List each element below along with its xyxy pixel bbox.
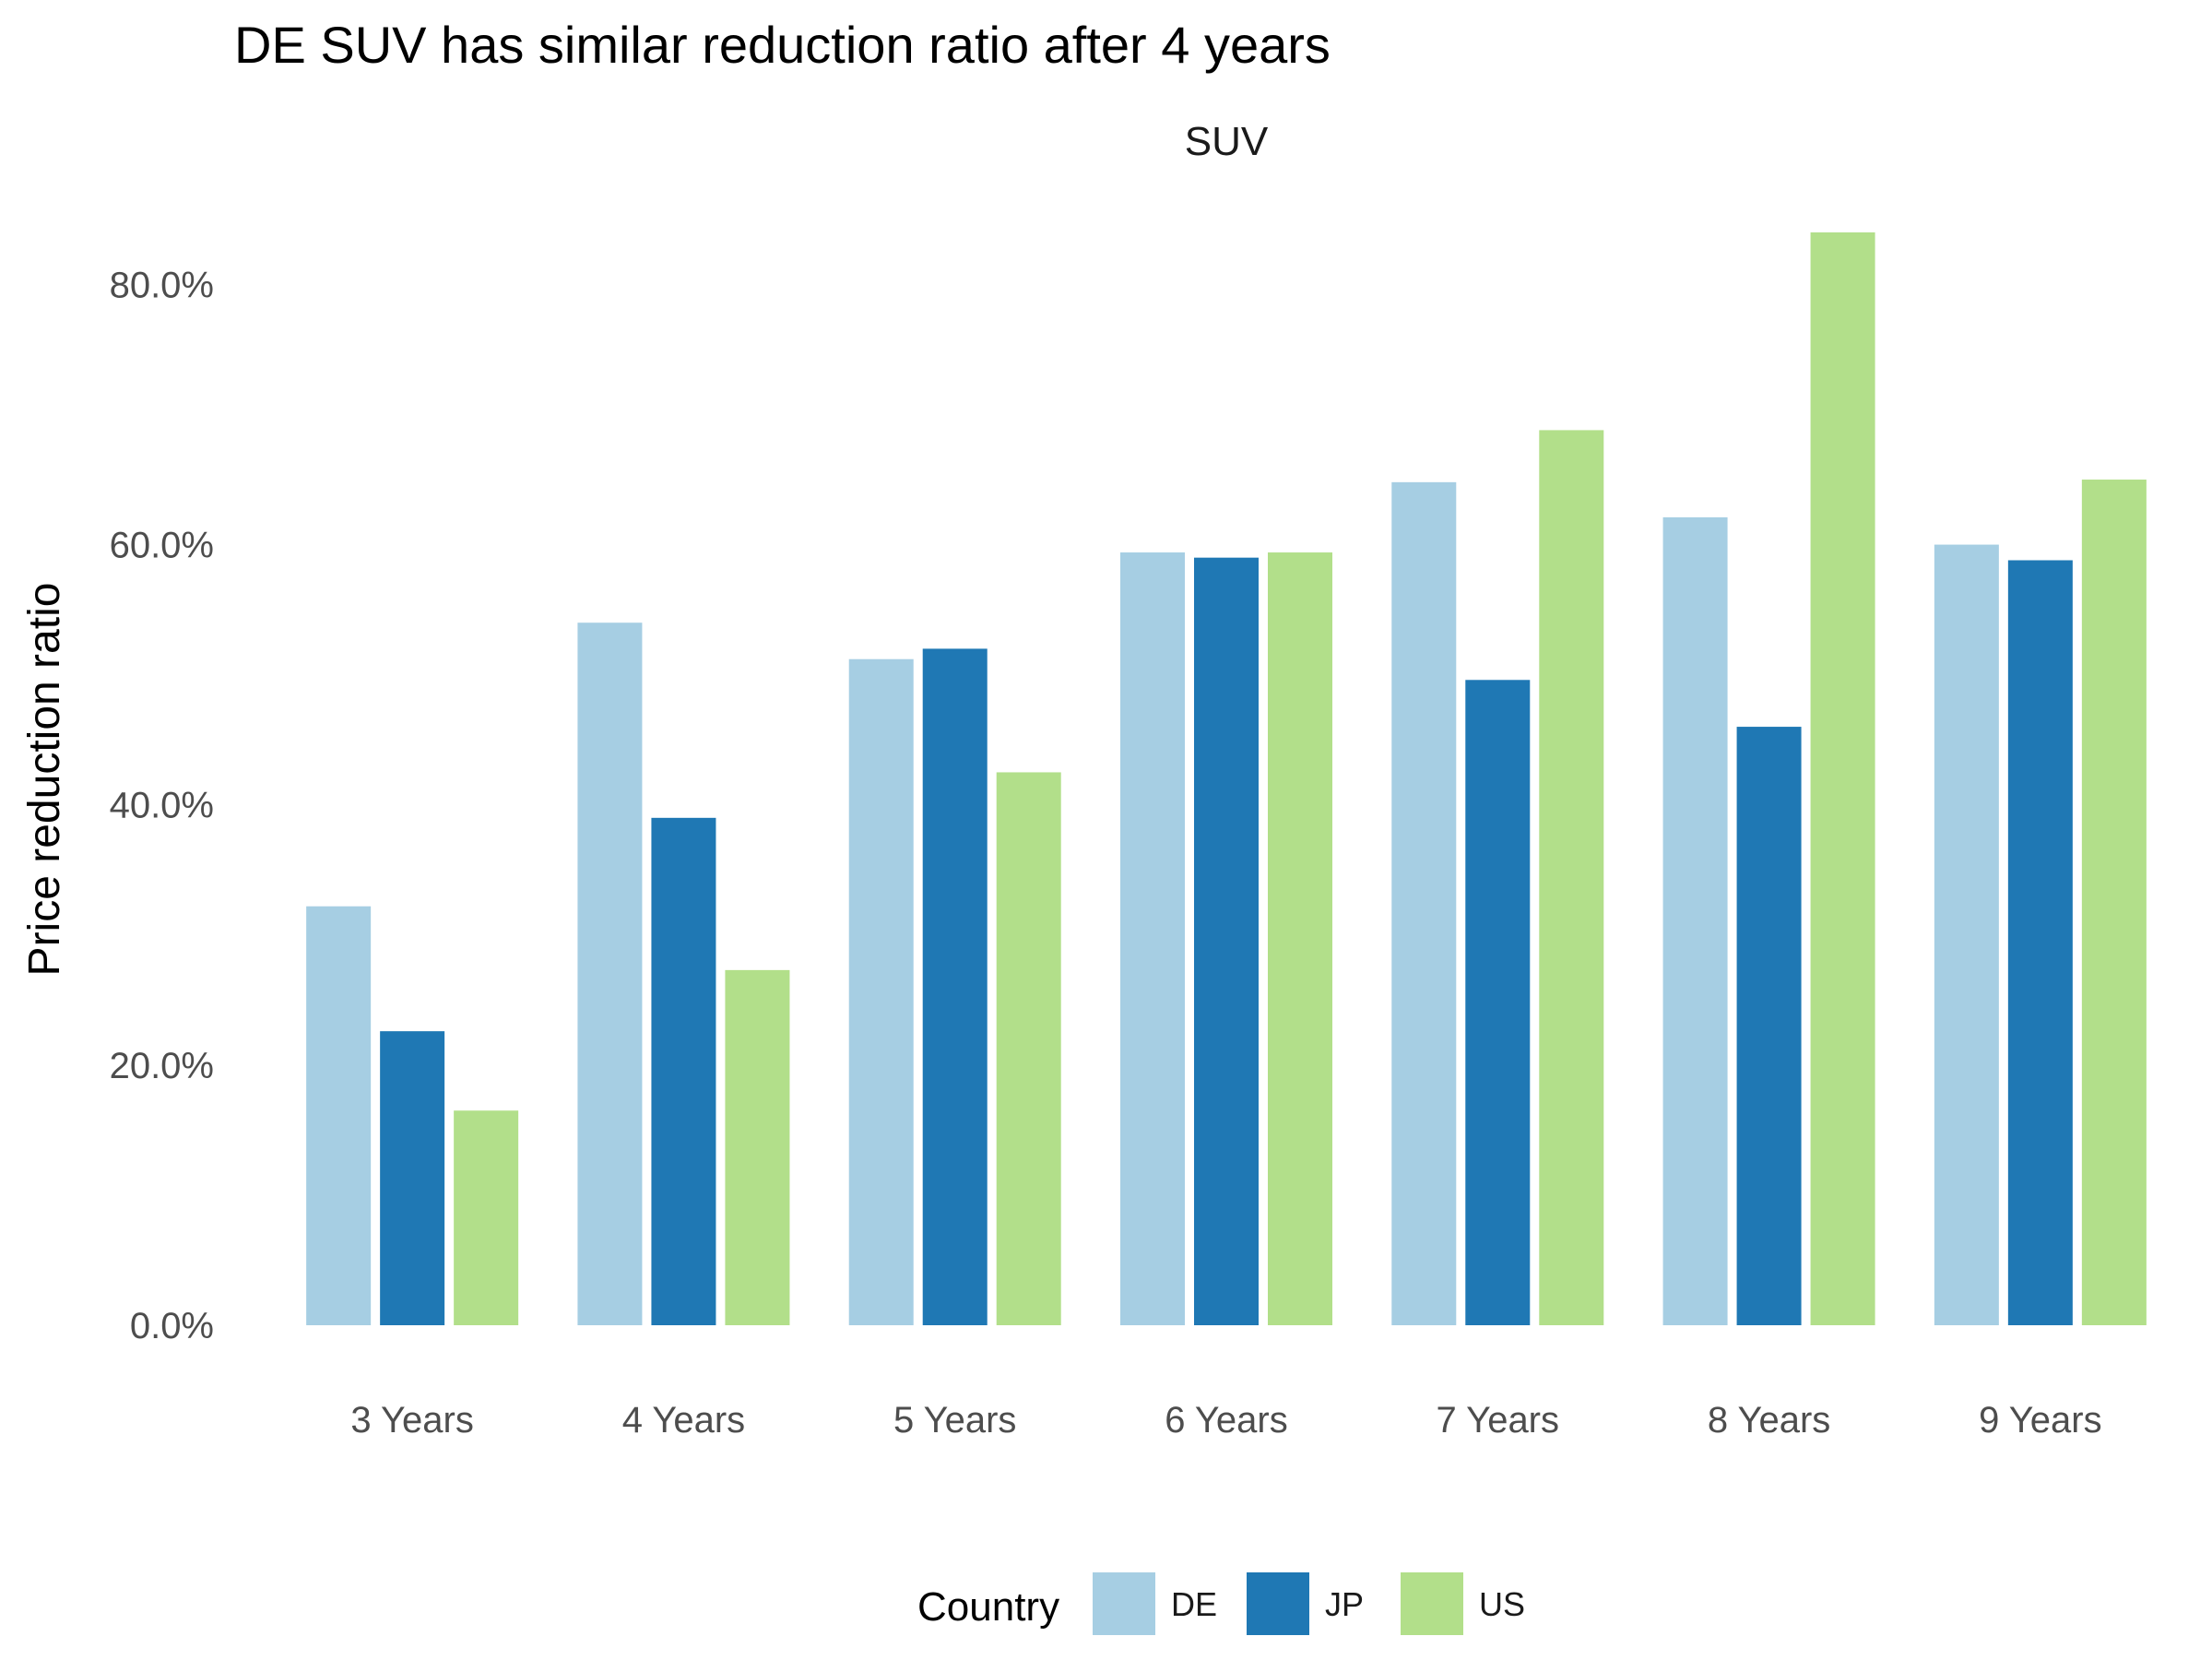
legend-key-us [1401,1572,1463,1635]
legend-label-jp: JP [1325,1585,1364,1623]
legend: Country DE JP US [917,1572,1525,1635]
bar-de-6 [1120,552,1185,1325]
y-tick-label: 0.0% [130,1306,214,1346]
bar-jp-4 [651,817,716,1325]
bar-de-9 [1934,544,1999,1325]
bar-de-4 [577,622,643,1325]
y-tick-label: 40.0% [110,786,214,826]
chart-title: DE SUV has similar reduction ratio after… [234,16,1331,74]
bar-de-5 [848,658,914,1325]
y-ticks: 0.0% 20.0% 40.0% 60.0% 80.0% [110,265,214,1346]
y-tick-label: 80.0% [110,265,214,305]
bar-jp-5 [922,648,988,1325]
x-tick-label: 5 Years [893,1400,1016,1441]
x-tick-label: 3 Years [350,1400,473,1441]
bar-de-7 [1391,481,1457,1325]
bar-us-4 [725,969,790,1325]
legend-key-de [1093,1572,1155,1635]
y-axis-label: Price reduction ratio [20,583,69,977]
y-tick-label: 20.0% [110,1046,214,1086]
x-tick-label: 7 Years [1437,1400,1559,1441]
facet-label: SUV [1185,119,1269,164]
x-ticks: 3 Years 4 Years 5 Years 6 Years 7 Years 8 Yea… [350,1400,2101,1441]
bar-jp-6 [1194,557,1259,1325]
bar-jp-3 [380,1031,445,1325]
x-tick-label: 4 Years [622,1400,745,1441]
x-tick-label: 9 Years [1979,1400,2101,1441]
bar-us-3 [454,1110,519,1325]
x-tick-label: 6 Years [1165,1400,1287,1441]
bar-us-5 [996,772,1061,1325]
bar-us-7 [1539,430,1604,1325]
bar-us-8 [1810,232,1875,1325]
bar-de-3 [306,906,372,1325]
legend-label-us: US [1479,1585,1525,1623]
bar-jp-7 [1465,680,1531,1325]
x-tick-label: 8 Years [1708,1400,1830,1441]
bar-us-9 [2081,480,2147,1325]
legend-label-de: DE [1171,1585,1217,1623]
bar-jp-8 [1736,727,1802,1325]
y-tick-label: 60.0% [110,526,214,566]
bars [306,232,2147,1325]
legend-key-jp [1247,1572,1309,1635]
legend-title: Country [917,1584,1059,1630]
bar-us-6 [1268,552,1332,1325]
bar-de-8 [1662,516,1728,1325]
bar-jp-9 [2007,560,2073,1325]
